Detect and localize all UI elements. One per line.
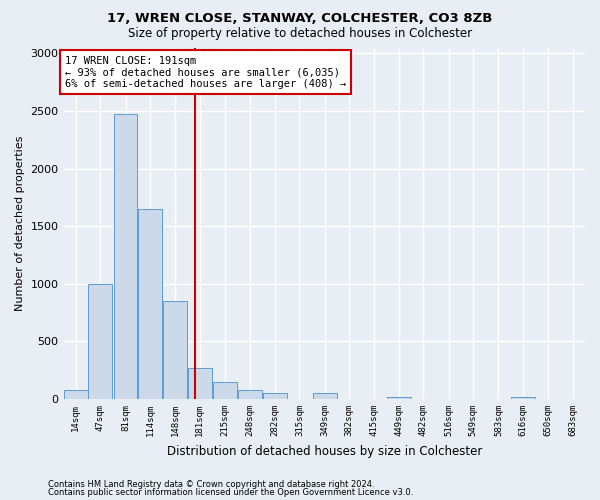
Bar bbox=[138, 209, 162, 399]
Text: Contains public sector information licensed under the Open Government Licence v3: Contains public sector information licen… bbox=[48, 488, 413, 497]
Bar bbox=[313, 394, 337, 399]
Text: 17 WREN CLOSE: 191sqm
← 93% of detached houses are smaller (6,035)
6% of semi-de: 17 WREN CLOSE: 191sqm ← 93% of detached … bbox=[65, 56, 346, 89]
Bar bbox=[263, 394, 287, 399]
Bar bbox=[188, 368, 212, 399]
Bar bbox=[511, 397, 535, 399]
Text: Contains HM Land Registry data © Crown copyright and database right 2024.: Contains HM Land Registry data © Crown c… bbox=[48, 480, 374, 489]
Y-axis label: Number of detached properties: Number of detached properties bbox=[15, 136, 25, 311]
Bar bbox=[163, 301, 187, 399]
Text: 17, WREN CLOSE, STANWAY, COLCHESTER, CO3 8ZB: 17, WREN CLOSE, STANWAY, COLCHESTER, CO3… bbox=[107, 12, 493, 26]
Bar bbox=[238, 390, 262, 399]
Bar bbox=[213, 382, 237, 399]
Bar bbox=[387, 397, 411, 399]
Bar bbox=[64, 390, 88, 399]
Bar bbox=[113, 114, 137, 399]
Bar bbox=[88, 284, 112, 399]
Text: Size of property relative to detached houses in Colchester: Size of property relative to detached ho… bbox=[128, 28, 472, 40]
X-axis label: Distribution of detached houses by size in Colchester: Distribution of detached houses by size … bbox=[167, 444, 482, 458]
